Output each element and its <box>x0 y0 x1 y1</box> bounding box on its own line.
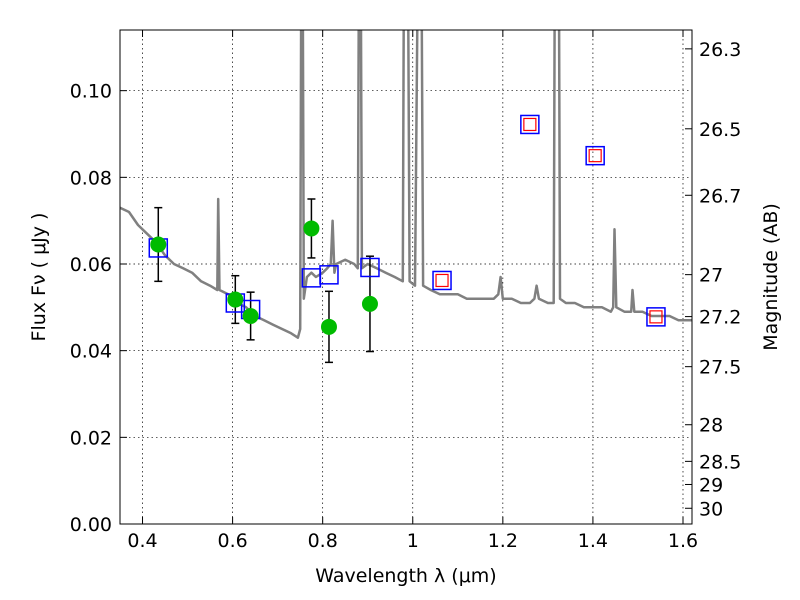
y-tick-label: 0.04 <box>70 341 112 363</box>
x-tick-label: 1.2 <box>488 530 518 552</box>
model-flux-square <box>319 265 339 285</box>
mag-tick-label: 30 <box>699 498 723 520</box>
plot-frame <box>119 29 693 525</box>
observed-point <box>303 220 320 237</box>
x-axis-label: Wavelength λ (μm) <box>315 565 496 587</box>
mag-tick-label: 26.5 <box>699 119 741 141</box>
y-tick-label: 0.00 <box>70 514 112 536</box>
model-flux-square <box>646 307 666 327</box>
observed-point <box>242 308 259 324</box>
mag-tick-label: 27.2 <box>699 307 741 329</box>
observed-point <box>227 291 244 308</box>
x-tick-label: 1.4 <box>578 530 608 552</box>
model-spectrum-line <box>120 30 692 339</box>
observed-point <box>150 236 167 253</box>
mag-tick-label: 28 <box>699 415 723 437</box>
y-tick-label: 0.08 <box>70 167 112 189</box>
x-tick-label: 1 <box>407 530 419 552</box>
right-axis-label: Magnitude (AB) <box>760 203 782 351</box>
predicted-flux-square <box>523 117 537 132</box>
error-bars <box>154 198 374 364</box>
mag-tick-label: 27.5 <box>699 357 741 379</box>
observed-point <box>320 318 337 335</box>
mag-tick-label: 29 <box>699 474 723 496</box>
mag-tick-label: 26.3 <box>699 39 741 61</box>
model-spectrum-layer <box>120 30 692 339</box>
predicted-flux-square <box>649 310 663 324</box>
model-flux-square <box>360 257 380 278</box>
mag-tick-label: 28.5 <box>699 451 741 473</box>
markers <box>148 114 666 335</box>
y-tick-label: 0.06 <box>70 254 112 276</box>
model-flux-square <box>585 145 605 166</box>
grid <box>120 30 692 525</box>
ticks: 0.4 0.6 0.8 1 1.2 1.4 1.6 0.00 0.02 0.04 0.06 0.08 0… <box>70 30 741 552</box>
x-tick-label: 0.6 <box>217 530 247 552</box>
mag-tick-label: 27 <box>699 265 723 287</box>
model-flux-square <box>432 270 452 291</box>
y-tick-label: 0.10 <box>70 81 112 103</box>
predicted-flux-square <box>588 149 602 163</box>
predicted-flux-square <box>435 273 449 288</box>
y-tick-label: 0.02 <box>70 427 112 449</box>
x-tick-label: 0.8 <box>308 530 338 552</box>
mag-tick-label: 26.7 <box>699 185 741 207</box>
y-axis-label: Flux Fν ( μJy ) <box>28 213 50 342</box>
x-tick-label: 0.4 <box>127 530 157 552</box>
observed-point <box>361 295 378 312</box>
x-tick-label: 1.6 <box>668 530 698 552</box>
model-flux-square <box>520 114 540 135</box>
